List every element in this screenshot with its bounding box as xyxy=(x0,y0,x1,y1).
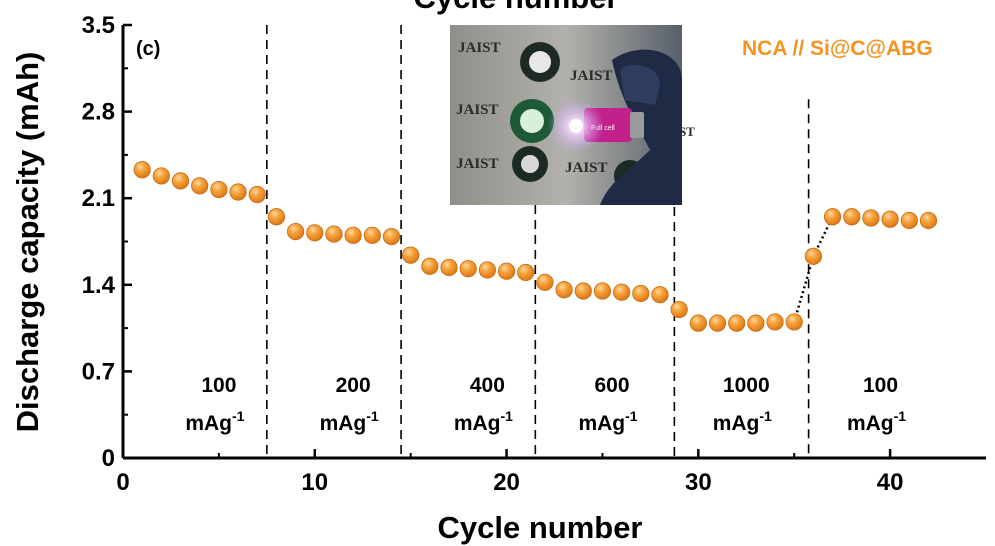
data-point xyxy=(344,226,362,244)
rate-labels: 100 mAg-1 200 mAg-1 400 mAg-1 600 mAg-1 1000 mAg-… xyxy=(185,374,906,435)
data-point xyxy=(517,263,535,282)
inset-photo: JAIST JAIST JAIST JAIST JAIST JAIST Full… xyxy=(450,25,695,205)
data-point xyxy=(382,227,401,246)
legend-label: NCA // Si@C@ABG xyxy=(742,37,933,60)
rate-unit-superscript: -1 xyxy=(894,408,907,424)
data-connector xyxy=(793,255,815,323)
inset-logo-text-5: JAIST xyxy=(565,160,608,176)
data-point xyxy=(306,224,324,242)
data-point xyxy=(171,172,190,190)
y-tick-label: 3.5 xyxy=(82,12,115,39)
rate-unit-superscript: -1 xyxy=(759,408,772,424)
axes: 0 10 20 30 40 0 0.7 1.4 2.1 2.8 3.5 xyxy=(82,12,986,496)
y-axis-title: Discharge capacity (mAh) xyxy=(10,52,45,433)
data-point xyxy=(325,225,343,243)
data-point xyxy=(440,258,458,277)
top-title-cut: Cycle number xyxy=(413,0,618,15)
x-tick-label: 0 xyxy=(116,469,129,496)
inset-logo-text-4: JAIST xyxy=(570,68,613,84)
data-points xyxy=(133,161,938,332)
rate-unit-label: mAg-1 xyxy=(185,408,244,435)
data-point xyxy=(900,211,918,230)
y-tick-label: 0.7 xyxy=(82,358,115,385)
data-point xyxy=(210,180,228,199)
data-point xyxy=(478,261,496,279)
data-point xyxy=(862,209,880,227)
rate-unit-superscript: -1 xyxy=(232,408,245,424)
y-axis-ticks: 0 0.7 1.4 2.1 2.8 3.5 xyxy=(82,12,132,472)
data-point xyxy=(919,211,938,230)
x-tick-label: 10 xyxy=(301,469,328,496)
y-tick-label: 1.4 xyxy=(82,272,116,299)
rate-value-label: 100 xyxy=(863,374,898,397)
x-axis-ticks: 0 10 20 30 40 xyxy=(116,449,903,496)
data-point xyxy=(613,283,631,301)
rate-dividers xyxy=(266,25,810,458)
y-tick-label: 0 xyxy=(102,445,115,472)
rate-unit-label: mAg-1 xyxy=(320,408,379,435)
data-point xyxy=(286,223,305,241)
data-point xyxy=(363,226,381,244)
data-point xyxy=(632,284,650,303)
data-point xyxy=(670,300,688,319)
y-tick-label: 2.1 xyxy=(82,185,115,212)
inset-photo-cell: Full cell xyxy=(548,98,644,154)
data-point xyxy=(708,314,727,332)
data-point xyxy=(248,185,266,204)
inset-logo-text-2: JAIST xyxy=(456,102,499,118)
data-point xyxy=(881,210,899,228)
data-point xyxy=(823,208,842,226)
data-point xyxy=(766,313,784,331)
data-point xyxy=(785,313,803,331)
data-point xyxy=(421,257,439,275)
rate-value-label: 100 xyxy=(201,374,236,397)
data-point xyxy=(747,314,765,332)
data-point xyxy=(574,282,592,300)
rate-unit-superscript: -1 xyxy=(500,408,513,424)
data-point xyxy=(229,183,247,201)
rate-unit-superscript: -1 xyxy=(625,408,638,424)
rate-unit-superscript: -1 xyxy=(366,408,379,424)
data-point xyxy=(843,208,861,226)
data-point xyxy=(689,314,707,332)
data-point xyxy=(133,161,151,179)
rate-value-label: 200 xyxy=(336,374,371,397)
data-point xyxy=(728,314,746,332)
x-axis-title: Cycle number xyxy=(437,510,642,545)
rate-value-label: 1000 xyxy=(723,374,770,397)
data-point xyxy=(651,286,669,304)
data-point xyxy=(152,167,170,185)
rate-value-label: 400 xyxy=(470,374,505,397)
x-tick-label: 30 xyxy=(685,469,712,496)
data-point xyxy=(402,246,420,264)
rate-unit-label: mAg-1 xyxy=(578,408,637,435)
inset-logo-text-1: JAIST xyxy=(458,40,501,56)
inset-photo-logos: JAIST JAIST JAIST JAIST JAIST JAIST xyxy=(456,40,695,176)
y-tick-label: 2.8 xyxy=(82,99,115,126)
data-point xyxy=(536,273,554,291)
data-point xyxy=(804,247,823,265)
x-tick-label: 20 xyxy=(493,469,520,496)
data-point xyxy=(593,282,612,300)
data-point xyxy=(191,177,209,195)
data-connectors xyxy=(793,216,834,323)
rate-unit-label: mAg-1 xyxy=(454,408,513,435)
rate-unit-label: mAg-1 xyxy=(847,408,906,435)
rate-value-label: 600 xyxy=(595,374,630,397)
panel-label: (c) xyxy=(136,38,160,60)
data-point xyxy=(497,262,516,280)
rate-unit-label: mAg-1 xyxy=(713,408,772,435)
data-point xyxy=(555,281,573,299)
data-point xyxy=(459,260,477,278)
inset-logo-text-3: JAIST xyxy=(456,156,499,172)
data-point xyxy=(267,208,286,226)
x-tick-label: 40 xyxy=(877,469,904,496)
